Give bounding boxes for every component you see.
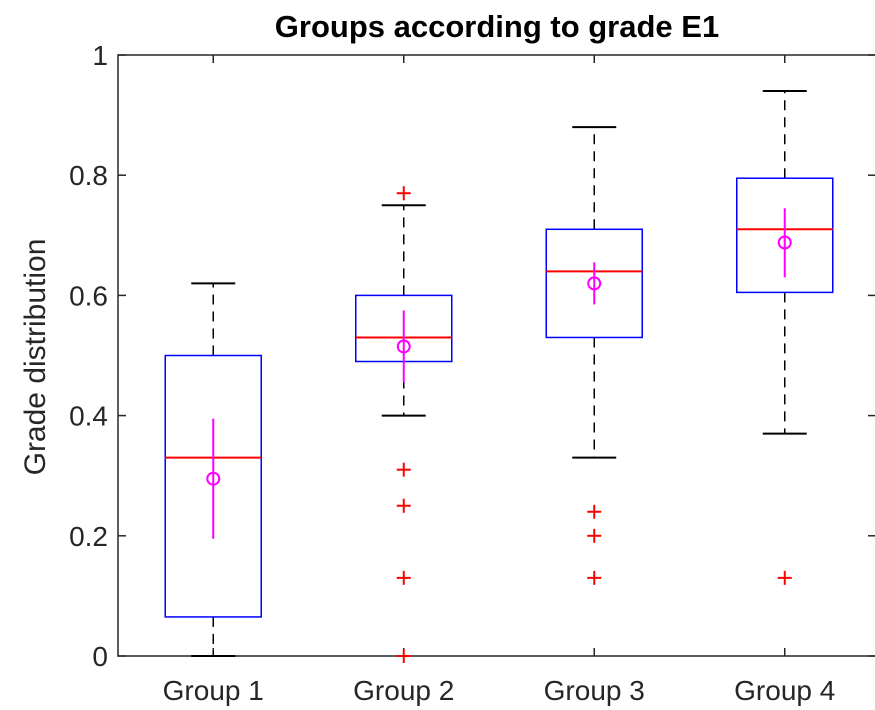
plot-area: 0 0.2 0.4 0.6 0.8 1 Group 1 Group 2 Group 3 Group… [69,40,875,706]
y-axis-label: Grade distribution [19,239,52,476]
y-tick-label: 0.6 [69,280,108,311]
x-tick-label: Group 3 [544,675,645,706]
chart-title: Groups according to grade E1 [275,9,719,44]
y-tick-label: 0.2 [69,521,108,552]
y-tick-label: 0.4 [69,401,108,432]
y-tick-label: 0.8 [69,160,108,191]
x-tick-label: Group 1 [163,675,264,706]
y-tick-label: 1 [92,40,108,71]
y-tick-label: 0 [92,641,108,672]
x-tick-label: Group 4 [734,675,835,706]
x-tick-label: Group 2 [353,675,454,706]
